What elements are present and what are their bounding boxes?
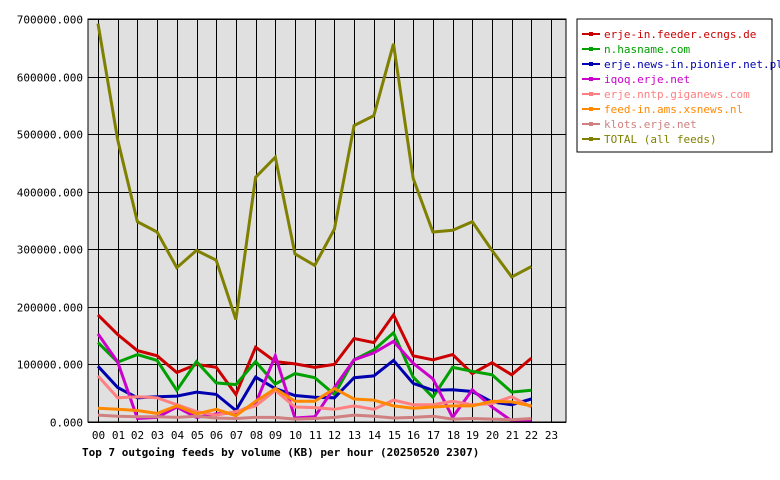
x-tick-label: 16 (407, 429, 420, 442)
y-tick-label: 700000.000 (17, 14, 83, 27)
x-tick-label: 09 (269, 429, 282, 442)
plot-frame (87, 18, 567, 423)
x-tick-label: 06 (210, 429, 223, 442)
legend-label: feed-in.ams.xsnews.nl (604, 103, 743, 116)
legend-label: iqoq.erje.net (604, 73, 690, 86)
x-tick-label: 05 (191, 429, 204, 442)
series-line-1 (96, 330, 532, 400)
x-tick-label: 12 (328, 429, 341, 442)
legend-label: TOTAL (all feeds) (604, 133, 717, 146)
legend-marker (589, 47, 593, 51)
series-line-0 (96, 311, 533, 398)
x-tick-label: 00 (92, 429, 105, 442)
x-tick-label: 19 (466, 429, 479, 442)
y-tick-label: 100000.000 (17, 359, 83, 372)
x-tick-label: 18 (447, 429, 460, 442)
x-tick-label: 03 (151, 429, 164, 442)
x-tick-label: 04 (171, 429, 185, 442)
legend-marker (589, 32, 593, 36)
x-axis-ticks: 00 01 02 03 04 05 06 07 08 09 10 11 12 13 14 15 16 17 18 19… (92, 429, 558, 442)
legend-label: n.hasname.com (604, 43, 690, 56)
x-tick-label: 08 (250, 429, 263, 442)
x-tick-label: 21 (506, 429, 519, 442)
legend: erje-in.feeder.ecngs.de n.hasname.com erje… (576, 18, 780, 153)
series-line-3 (96, 333, 532, 423)
x-tick-label: 13 (348, 429, 361, 442)
legend-marker (589, 77, 593, 81)
x-tick-label: 23 (545, 429, 558, 442)
legend-label: erje.news-in.pionier.net.pl (604, 58, 780, 71)
chart-title: Top 7 outgoing feeds by volume (KB) per … (82, 446, 479, 459)
series-line-7 (96, 23, 533, 320)
x-tick-label: 02 (131, 429, 144, 442)
x-tick-label: 22 (525, 429, 538, 442)
y-axis-ticks: 0.000 100000.000 200000.000 300000.000 40000… (17, 14, 83, 430)
legend-box (576, 18, 773, 153)
legend-marker (589, 122, 593, 126)
legend-marker (589, 137, 593, 141)
series-line-5 (97, 386, 532, 418)
x-tick-label: 15 (388, 429, 401, 442)
y-tick-label: 400000.000 (17, 187, 83, 200)
x-tick-label: 14 (368, 429, 382, 442)
y-tick-label: 200000.000 (17, 302, 83, 315)
y-tick-label: 600000.000 (17, 72, 83, 85)
legend-marker (589, 92, 593, 96)
series-line-2 (96, 358, 532, 413)
series-line-6 (97, 413, 532, 422)
legend-marker (589, 62, 593, 66)
plot-background (88, 19, 566, 422)
x-tick-label: 10 (289, 429, 302, 442)
y-tick-label: 0.000 (50, 417, 83, 430)
legend-marker (589, 107, 593, 111)
legend-label: erje.nntp.giganews.com (604, 88, 750, 101)
x-tick-label: 20 (486, 429, 499, 442)
x-tick-label: 17 (427, 429, 440, 442)
y-tick-label: 500000.000 (17, 129, 83, 142)
y-tick-label: 300000.000 (17, 244, 83, 257)
x-tick-label: 01 (112, 429, 125, 442)
legend-label: erje-in.feeder.ecngs.de (604, 28, 756, 41)
series-line-4 (96, 374, 533, 417)
x-tick-label: 07 (230, 429, 243, 442)
grid-lines (88, 19, 566, 423)
series-lines (96, 23, 533, 423)
legend-label: klots.erje.net (604, 118, 697, 131)
x-tick-label: 11 (309, 429, 322, 442)
